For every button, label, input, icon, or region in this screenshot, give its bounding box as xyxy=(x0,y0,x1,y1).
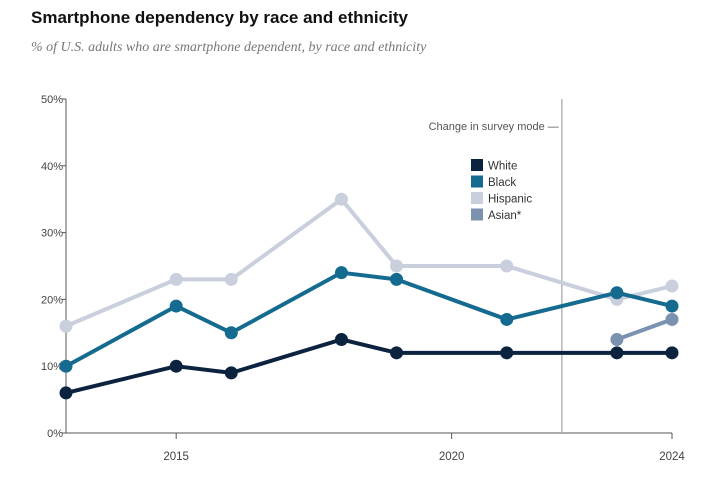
data-point-black xyxy=(610,286,624,300)
y-tick-label: 0% xyxy=(47,428,63,440)
data-point-white xyxy=(169,359,183,373)
axes: 0% 10% 20% 30% 40% 50% 2015 2020 2024 xyxy=(41,94,685,463)
data-point-white xyxy=(59,386,73,400)
chart-subtitle: % of U.S. adults who are smartphone depe… xyxy=(31,40,427,55)
x-tick-label: 2020 xyxy=(439,451,465,463)
series-hispanic xyxy=(59,192,679,333)
y-tick-label: 40% xyxy=(41,161,63,173)
legend-swatch xyxy=(471,192,483,204)
data-point-black xyxy=(665,299,679,313)
data-point-hispanic xyxy=(169,272,183,286)
y-tick-label: 30% xyxy=(41,228,63,240)
series-asian xyxy=(610,312,679,346)
legend: White Black Hispanic Asian* xyxy=(471,159,532,222)
data-point-hispanic xyxy=(665,279,679,293)
series-white xyxy=(59,332,679,400)
legend-swatch xyxy=(471,175,483,188)
legend-label: Asian* xyxy=(488,210,522,222)
y-tick-label: 50% xyxy=(41,94,63,106)
data-point-hispanic xyxy=(224,272,238,286)
data-point-white xyxy=(334,332,348,346)
y-tick-label: 20% xyxy=(41,294,63,306)
data-point-hispanic xyxy=(500,259,514,273)
survey-mode-label: Change in survey mode — xyxy=(429,121,559,133)
data-point-white xyxy=(224,366,238,380)
series-line-hispanic xyxy=(64,197,674,329)
legend-label: Black xyxy=(488,177,516,189)
legend-swatch xyxy=(471,159,483,171)
x-tick-label: 2024 xyxy=(659,451,685,463)
series-layer xyxy=(59,192,679,400)
data-point-white xyxy=(500,346,514,360)
data-point-black xyxy=(59,359,73,373)
survey-mode-divider: Change in survey mode — xyxy=(429,99,563,433)
legend-label: Hispanic xyxy=(488,194,532,206)
data-point-white xyxy=(390,346,404,360)
data-point-white xyxy=(665,346,679,360)
legend-item-asian: Asian* xyxy=(471,208,522,222)
data-point-black xyxy=(169,299,183,313)
chart-title: Smartphone dependency by race and ethnic… xyxy=(31,8,408,27)
data-point-hispanic xyxy=(390,259,404,273)
series-line-asian xyxy=(614,317,674,342)
series-line-black xyxy=(64,270,674,369)
legend-item-white: White xyxy=(471,159,517,173)
series-black xyxy=(59,266,679,373)
legend-item-hispanic: Hispanic xyxy=(471,192,532,206)
data-point-black xyxy=(500,312,514,326)
data-point-asian xyxy=(665,312,679,326)
data-point-black xyxy=(390,272,404,286)
series-line-white xyxy=(64,337,674,395)
legend-swatch xyxy=(471,208,483,221)
data-point-asian xyxy=(610,332,624,346)
data-point-white xyxy=(610,346,624,360)
data-point-hispanic xyxy=(334,192,348,206)
data-point-black xyxy=(334,266,348,280)
legend-item-black: Black xyxy=(471,175,516,189)
legend-label: White xyxy=(488,161,517,173)
x-tick-label: 2015 xyxy=(163,451,189,463)
data-point-hispanic xyxy=(59,319,73,333)
y-tick-label: 10% xyxy=(41,361,63,373)
data-point-black xyxy=(224,326,238,340)
